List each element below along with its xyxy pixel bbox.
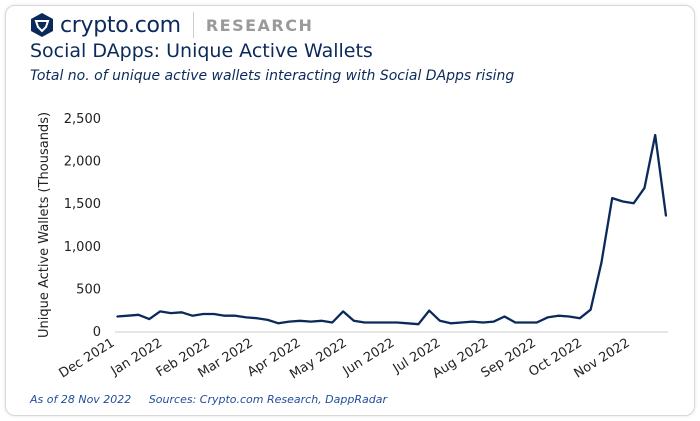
data-point [611, 197, 613, 199]
data-point [536, 321, 538, 324]
data-point [546, 316, 549, 319]
data-point [665, 215, 667, 217]
data-point [353, 319, 355, 322]
x-tick-label: Dec 2021 [57, 336, 118, 382]
crypto-com-logo-icon [31, 13, 53, 37]
data-point [116, 315, 118, 318]
data-point [428, 309, 430, 312]
data-point [482, 321, 484, 324]
data-point [643, 187, 646, 189]
data-point [374, 321, 377, 324]
as-of-date: As of 28 Nov 2022 [30, 393, 132, 406]
data-point [223, 314, 226, 317]
data-point [363, 321, 366, 324]
data-point [406, 322, 409, 325]
data-point [492, 320, 495, 323]
y-tick-label: 2,500 [64, 112, 101, 127]
series-line [116, 133, 668, 326]
x-tick-label: Jun 2022 [340, 336, 398, 380]
brand-section: RESEARCH [205, 15, 314, 35]
data-point [568, 315, 570, 318]
data-point [514, 321, 517, 324]
divider [192, 12, 194, 38]
data-point [288, 320, 291, 323]
data-point [320, 319, 323, 322]
data-point [309, 320, 312, 323]
data-point [137, 314, 140, 316]
data-point [589, 308, 592, 311]
data-point [277, 322, 280, 325]
data-point [579, 317, 581, 320]
data-point [126, 314, 129, 317]
y-tick-label: 0 [93, 325, 101, 340]
data-point [396, 321, 398, 324]
chart-frame [5, 5, 695, 416]
data-point [439, 319, 441, 322]
data-point [331, 321, 334, 324]
data-point [148, 318, 151, 320]
data-point [256, 317, 258, 320]
data-point [299, 319, 301, 322]
data-point [417, 323, 420, 325]
data-point [632, 202, 635, 204]
data-point [180, 311, 183, 314]
data-point [245, 316, 247, 319]
data-point [654, 134, 657, 136]
y-tick-label: 1,500 [64, 197, 101, 212]
data-point [234, 314, 237, 317]
data-point [600, 262, 603, 264]
y-axis-label: Unique Active Wallets (Thousands) [37, 112, 52, 338]
data-point [170, 312, 172, 314]
data-point [525, 321, 527, 324]
data-point [622, 200, 624, 203]
sources: Sources: Crypto.com Research, DappRadar [148, 393, 387, 406]
data-point [159, 310, 161, 313]
chart-subtitle: Total no. of unique active wallets inter… [30, 68, 515, 84]
data-point [202, 313, 204, 315]
footer: As of 28 Nov 2022 Sources: Crypto.com Re… [30, 393, 401, 406]
data-point [266, 319, 269, 321]
y-tick-label: 2,000 [64, 155, 101, 170]
data-point [213, 313, 215, 315]
data-point [342, 310, 344, 313]
data-point [385, 321, 387, 324]
data-point [557, 314, 560, 317]
data-point [503, 315, 506, 318]
data-point [460, 321, 463, 324]
y-tick-label: 1,000 [64, 240, 101, 255]
chart-title: Social DApps: Unique Active Wallets [30, 40, 373, 62]
data-point [191, 314, 194, 317]
data-point [471, 320, 474, 323]
brand-name: crypto.com [60, 12, 181, 38]
y-tick-label: 500 [76, 282, 101, 297]
brand-header: crypto.com RESEARCH [30, 12, 313, 38]
data-point [449, 322, 452, 325]
